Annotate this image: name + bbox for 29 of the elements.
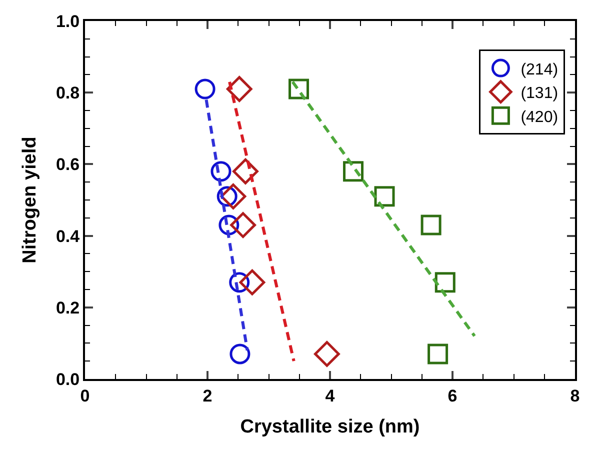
point [220,183,246,210]
point [230,344,250,364]
point [374,186,395,207]
legend-label: (214) [520,61,558,78]
y-tick-label: 0.2 [56,298,80,318]
point [420,214,442,236]
x-axis-title: Crystallite size (nm) [240,416,420,438]
x-tick-label: 4 [325,386,336,406]
y-tick-label: 0.0 [56,370,80,389]
point [194,78,216,100]
point [239,269,266,296]
point [288,78,310,100]
x-tick-label: 0 [80,386,90,406]
point [343,161,364,182]
point [428,344,448,364]
y-tick-label: 0.8 [56,84,80,103]
y-axis-title: Nitrogen yield [19,136,40,264]
point [210,161,232,182]
x-tick-label: 6 [448,386,458,406]
point [230,212,256,238]
y-tick-label: 0.6 [56,155,80,174]
y-tick-label: 0.4 [56,226,80,246]
legend-label: (420) [520,108,558,126]
x-tick-label: 8 [570,386,580,406]
x-tick-label: 2 [202,386,212,406]
y-tick-label: 1.0 [56,12,80,31]
legend-label: (131) [520,85,558,102]
point [226,76,252,102]
point [314,340,340,367]
